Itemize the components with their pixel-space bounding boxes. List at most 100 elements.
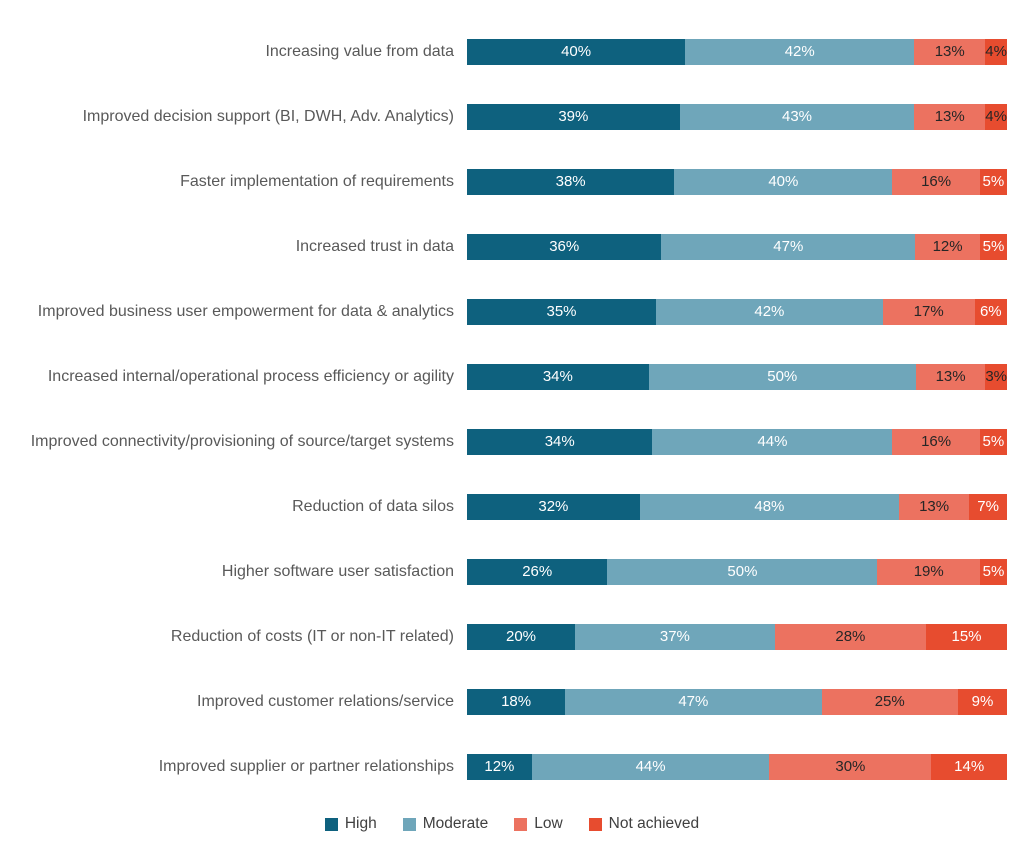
- category-label: Faster implementation of requirements: [180, 172, 454, 190]
- legend-swatch-icon: [402, 817, 416, 831]
- chart-row: Improved connectivity/provisioning of so…: [0, 409, 1024, 474]
- bar-segment-not-achieved: 7%: [969, 493, 1007, 520]
- legend-swatch-icon: [324, 817, 338, 831]
- bar-segment-not-achieved: 4%: [985, 103, 1007, 130]
- bar-segment-moderate: 42%: [656, 298, 883, 325]
- category-label: Improved customer relations/service: [197, 692, 454, 710]
- bar-segment-not-achieved: 9%: [957, 688, 1007, 715]
- bar-segment-high: 38%: [467, 168, 675, 195]
- segment-value-label: 44%: [757, 433, 788, 450]
- chart-row: Improved business user empowerment for d…: [0, 279, 1024, 344]
- stacked-bar: 32% 48% 13% 7%: [467, 493, 1007, 520]
- category-label: Increased internal/operational process e…: [47, 367, 454, 385]
- segment-value-label: 4%: [985, 43, 1007, 60]
- segment-value-label: 14%: [954, 758, 985, 775]
- legend-label: Low: [534, 815, 563, 832]
- bar-segment-high: 26%: [467, 558, 608, 585]
- legend-swatch-icon: [588, 817, 602, 831]
- bar-segment-moderate: 47%: [661, 233, 916, 260]
- segment-value-label: 32%: [538, 498, 569, 515]
- segment-value-label: 18%: [501, 693, 532, 710]
- chart-row: Faster implementation of requirements 38%…: [0, 149, 1024, 214]
- bar-segment-not-achieved: 6%: [974, 298, 1007, 325]
- bar-segment-low: 12%: [915, 233, 980, 260]
- bar-segment-not-achieved: 5%: [980, 233, 1007, 260]
- segment-value-label: 43%: [781, 108, 813, 125]
- stacked-bar: 36% 47% 12% 5%: [467, 233, 1007, 260]
- segment-value-label: 15%: [951, 628, 982, 645]
- bar-segment-high: 12%: [467, 753, 532, 780]
- category-label: Increased trust in data: [295, 237, 454, 255]
- segment-value-label: 4%: [985, 108, 1007, 125]
- segment-value-label: 48%: [754, 498, 785, 515]
- bar-segment-high: 34%: [467, 428, 653, 455]
- bar-segment-not-achieved: 14%: [931, 753, 1007, 780]
- segment-value-label: 42%: [754, 303, 785, 320]
- segment-value-label: 19%: [913, 563, 944, 580]
- bar-segment-low: 13%: [914, 103, 986, 130]
- segment-value-label: 35%: [546, 303, 577, 320]
- segment-value-label: 13%: [935, 368, 966, 385]
- bar-segment-not-achieved: 15%: [926, 623, 1007, 650]
- segment-value-label: 13%: [934, 43, 965, 60]
- segment-value-label: 17%: [913, 303, 944, 320]
- stacked-bar: 35% 42% 17% 6%: [467, 298, 1007, 325]
- stacked-bar: 12% 44% 30% 14%: [467, 753, 1007, 780]
- segment-value-label: 12%: [484, 758, 515, 775]
- bar-segment-high: 20%: [467, 623, 575, 650]
- segment-value-label: 16%: [921, 173, 952, 190]
- stacked-bar: 38% 40% 16% 5%: [467, 168, 1007, 195]
- segment-value-label: 28%: [835, 628, 866, 645]
- chart-row: Reduction of costs (IT or non-IT related…: [0, 604, 1024, 669]
- chart-rows: Increasing value from data 40% 42% 13% 4% Imp…: [0, 19, 1024, 799]
- segment-value-label: 36%: [549, 238, 580, 255]
- legend-item-moderate: Moderate: [402, 815, 488, 833]
- segment-value-label: 34%: [544, 433, 575, 450]
- bar-segment-not-achieved: 5%: [979, 428, 1007, 455]
- legend-item-not-achieved: Not achieved: [588, 815, 699, 833]
- stacked-bar: 18% 47% 25% 9%: [467, 688, 1007, 715]
- stacked-bar: 40% 42% 13% 4%: [467, 38, 1007, 65]
- stacked-bar: 20% 37% 28% 15%: [467, 623, 1007, 650]
- bar-segment-not-achieved: 3%: [985, 363, 1007, 390]
- stacked-bar: 26% 50% 19% 5%: [467, 558, 1007, 585]
- legend-label: High: [344, 815, 377, 832]
- segment-value-label: 5%: [982, 433, 1005, 450]
- bar-segment-high: 34%: [467, 363, 649, 390]
- bar-segment-low: 19%: [877, 558, 980, 585]
- segment-value-label: 9%: [971, 693, 994, 710]
- category-label: Increasing value from data: [265, 42, 454, 60]
- bar-segment-low: 13%: [914, 38, 986, 65]
- bar-segment-low: 25%: [821, 688, 958, 715]
- bar-segment-moderate: 43%: [679, 103, 915, 130]
- bar-segment-high: 36%: [467, 233, 662, 260]
- segment-value-label: 50%: [767, 368, 798, 385]
- bar-segment-moderate: 48%: [639, 493, 899, 520]
- bar-segment-low: 30%: [769, 753, 932, 780]
- legend-item-high: High: [324, 815, 377, 833]
- bar-segment-low: 16%: [892, 428, 980, 455]
- bar-segment-moderate: 50%: [648, 363, 916, 390]
- chart-row: Increased internal/operational process e…: [0, 344, 1024, 409]
- bar-segment-not-achieved: 4%: [985, 38, 1007, 65]
- segment-value-label: 44%: [635, 758, 666, 775]
- segment-value-label: 20%: [505, 628, 537, 645]
- segment-value-label: 47%: [773, 238, 804, 255]
- bar-segment-high: 39%: [467, 103, 680, 130]
- segment-value-label: 26%: [522, 563, 553, 580]
- bar-segment-moderate: 50%: [607, 558, 878, 585]
- chart-row: Higher software user satisfaction 26% 50% 1…: [0, 539, 1024, 604]
- segment-value-label: 40%: [768, 173, 799, 190]
- bar-segment-low: 17%: [882, 298, 975, 325]
- chart-row: Reduction of data silos 32% 48% 13% 7%: [0, 474, 1024, 539]
- chart-row: Improved customer relations/service 18% 47…: [0, 669, 1024, 734]
- bar-segment-not-achieved: 5%: [980, 558, 1007, 585]
- segment-value-label: 25%: [874, 693, 905, 710]
- bar-segment-moderate: 40%: [674, 168, 893, 195]
- bar-segment-moderate: 44%: [531, 753, 770, 780]
- segment-value-label: 16%: [921, 433, 952, 450]
- bar-segment-low: 13%: [899, 493, 970, 520]
- segment-value-label: 5%: [982, 173, 1005, 190]
- segment-value-label: 50%: [727, 563, 758, 580]
